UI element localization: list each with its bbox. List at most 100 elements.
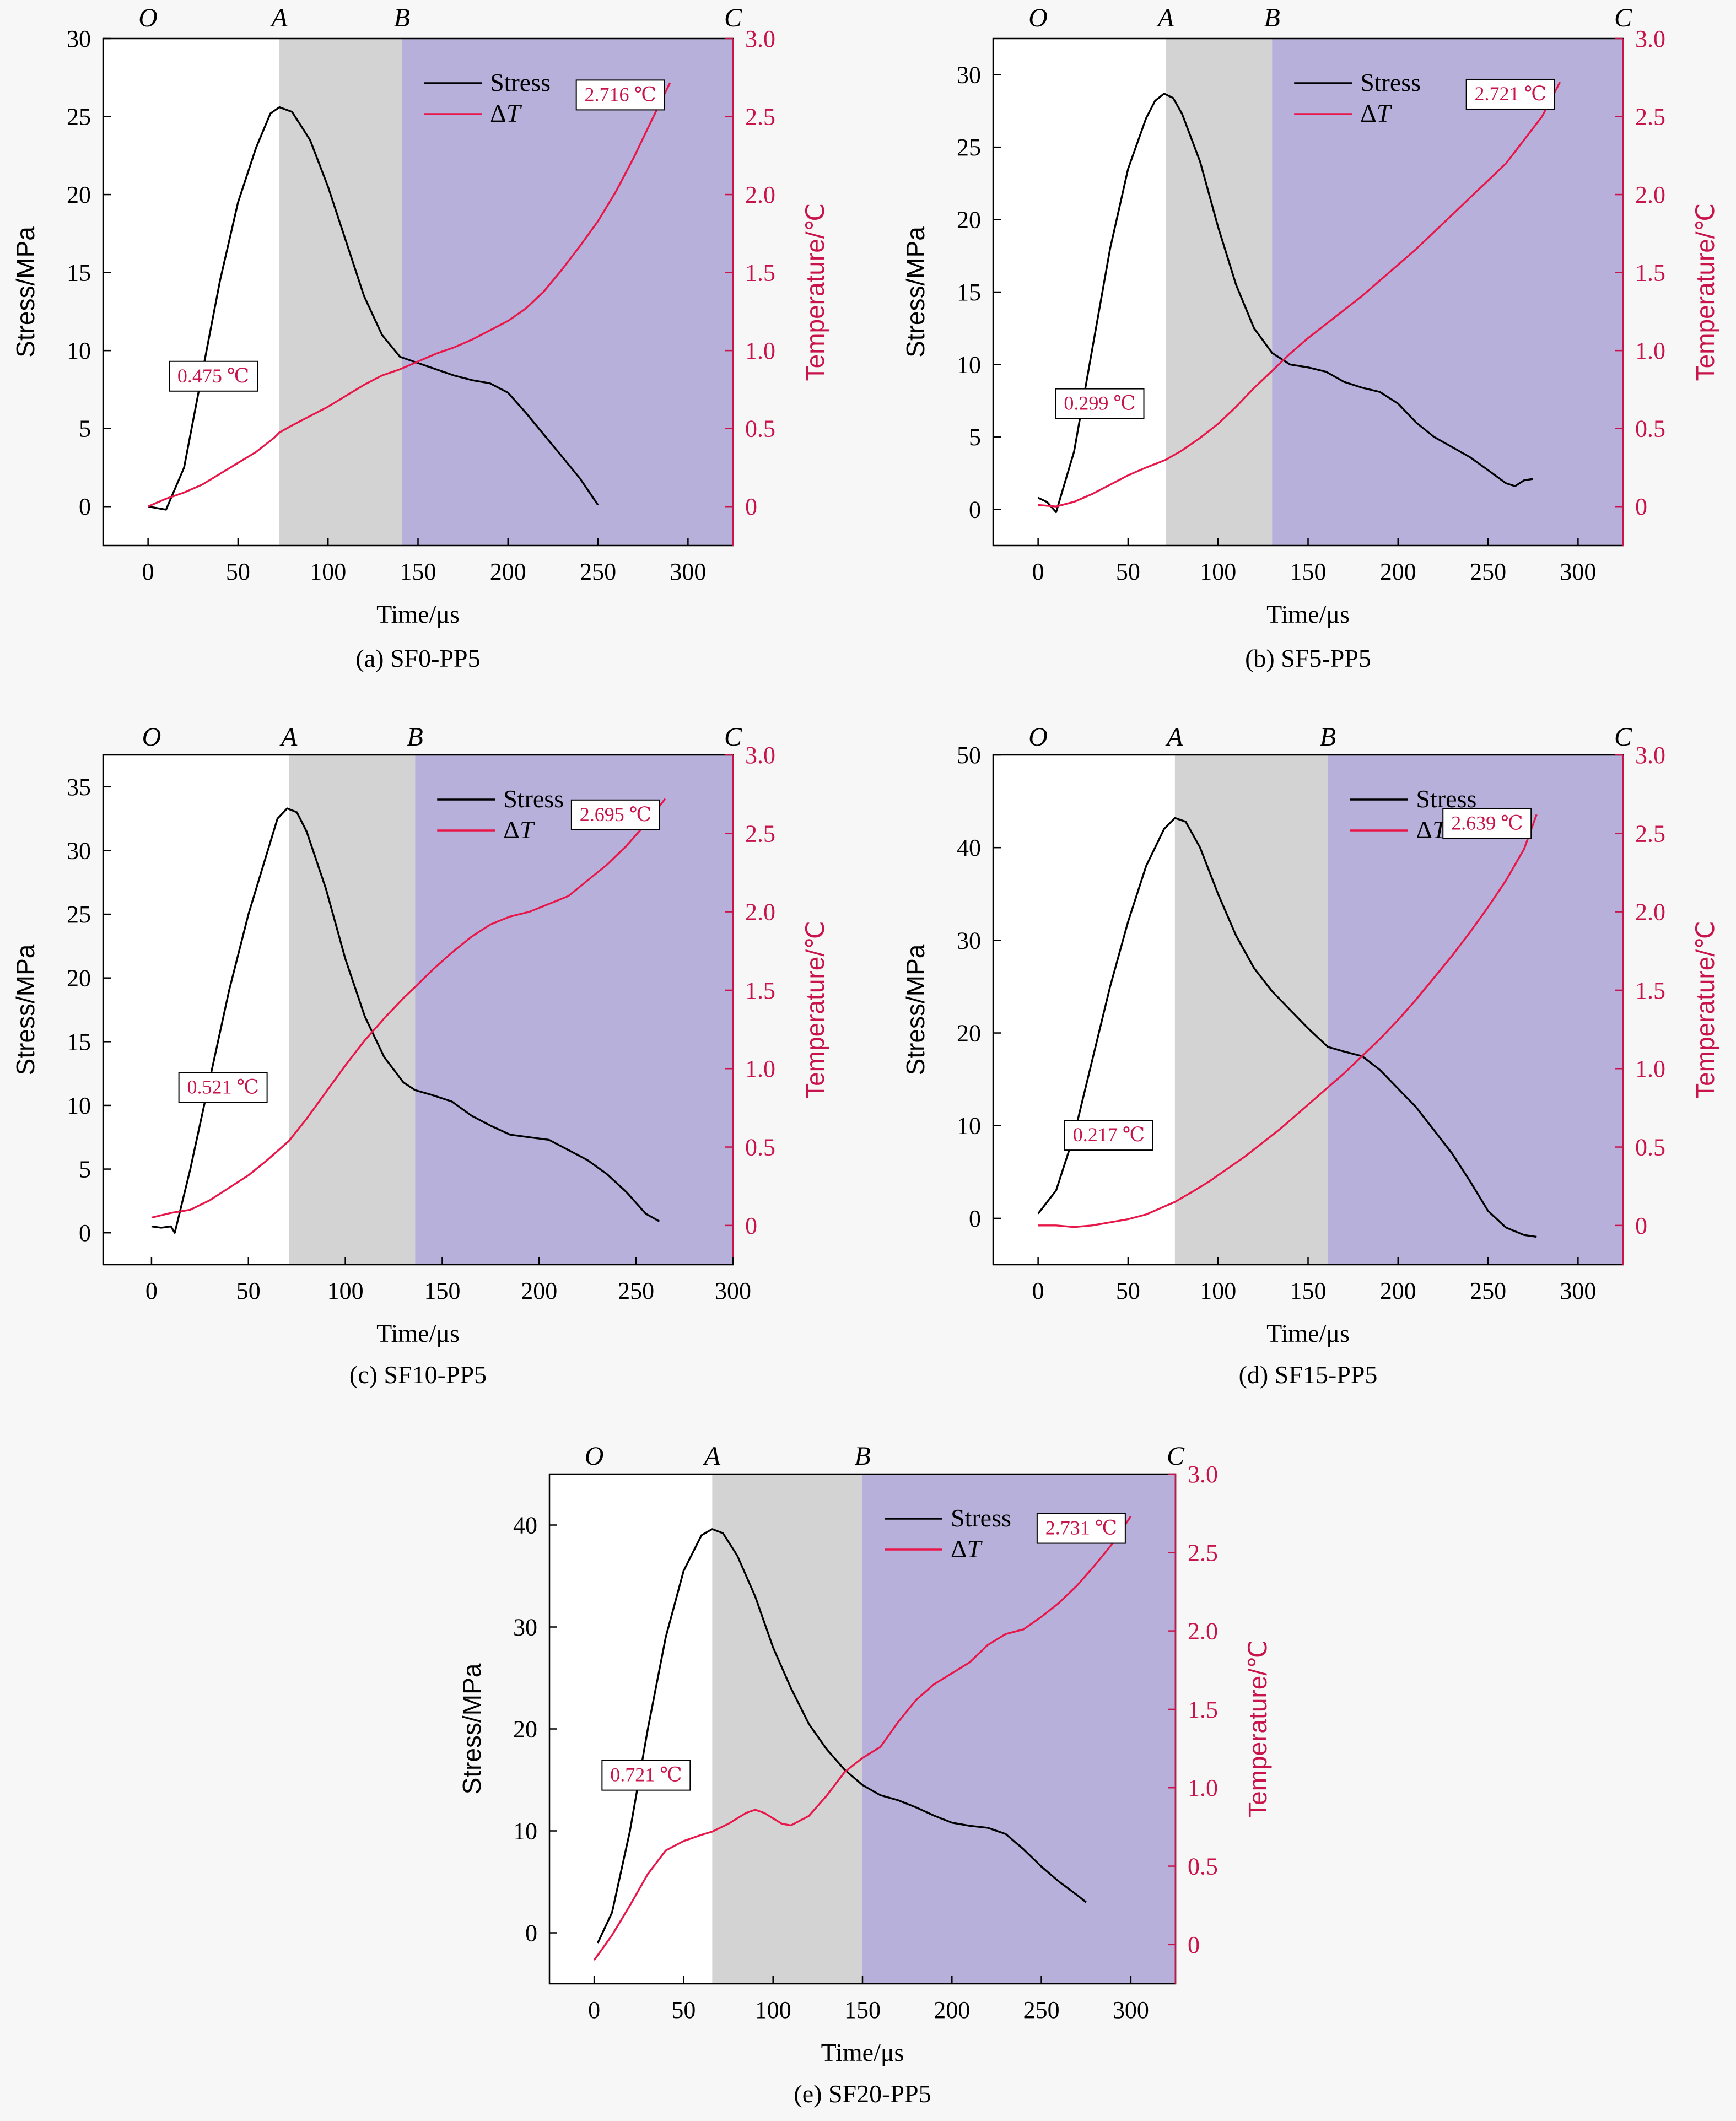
annotation-label: 0.521 ℃ (187, 1076, 258, 1098)
y-tick-label: 30 (67, 25, 91, 52)
y-tick-label: 30 (957, 62, 981, 89)
annotation-label: 2.716 ℃ (585, 83, 656, 105)
y2-tick-label: 2.0 (1635, 181, 1665, 208)
y2-tick-label: 2.5 (745, 820, 775, 847)
series-line-delta-t (151, 798, 666, 1219)
y2-axis-label: Temperature/℃ (801, 203, 829, 381)
y2-tick-label: 1.0 (1635, 1055, 1665, 1082)
y-tick-label: 5 (79, 1156, 91, 1183)
annotation-label: 2.695 ℃ (580, 803, 651, 825)
y2-tick-label: 0.5 (1635, 415, 1665, 442)
y-axis-label: Stress/MPa (457, 1663, 486, 1794)
x-axis-label: Time/μs (821, 2038, 904, 2066)
x-tick-label: 200 (490, 558, 526, 585)
x-axis-label: Time/μs (376, 1319, 460, 1347)
y-tick-label: 5 (79, 415, 91, 442)
x-tick-label: 100 (1200, 1277, 1236, 1304)
y2-tick-label: 0.5 (1635, 1134, 1665, 1161)
panel-caption: (e) SF20-PP5 (794, 2080, 931, 2108)
x-tick-label: 250 (1470, 558, 1506, 585)
x-tick-label: 100 (327, 1277, 364, 1304)
stage-label-o: O (138, 3, 158, 33)
y-tick-label: 10 (957, 351, 981, 378)
y2-tick-label: 0 (1635, 1212, 1647, 1239)
stage-label-a: A (1165, 722, 1183, 752)
y-tick-label: 15 (957, 279, 981, 306)
y2-tick-label: 1.5 (1635, 977, 1665, 1004)
legend-label-stress: Stress (1360, 68, 1421, 96)
y-tick-label: 10 (513, 1818, 537, 1845)
region-AB (279, 39, 402, 546)
panel-caption: (d) SF15-PP5 (1239, 1361, 1378, 1389)
stage-label-b: B (393, 3, 409, 33)
y-tick-label: 10 (67, 337, 91, 364)
stage-label-o: O (585, 1442, 604, 1471)
x-axis-label: Time/μs (1266, 1319, 1350, 1347)
stage-label-b: B (854, 1442, 870, 1471)
region-BC (402, 39, 733, 546)
annotation-box (601, 1760, 691, 1791)
series-line-stress (597, 1528, 1087, 1944)
x-tick-label: 300 (1560, 558, 1596, 585)
y2-tick-label: 0.5 (745, 1134, 775, 1161)
y-tick-label: 20 (67, 965, 91, 992)
x-tick-label: 0 (145, 1277, 158, 1304)
y-tick-label: 40 (513, 1512, 537, 1539)
annotation-box (1064, 1120, 1153, 1151)
x-axis-label: Time/μs (1266, 600, 1350, 628)
y-tick-label: 20 (513, 1716, 537, 1743)
annotation-label: 0.299 ℃ (1064, 392, 1135, 414)
y-tick-label: 10 (957, 1113, 981, 1140)
y2-tick-label: 3.0 (745, 742, 775, 769)
y-tick-label: 20 (957, 1020, 981, 1047)
y2-tick-label: 1.5 (1188, 1696, 1218, 1723)
region-BC (415, 755, 733, 1265)
y2-tick-label: 2.5 (745, 104, 775, 131)
legend-label-delta-t: ΔT (503, 816, 536, 844)
y-tick-label: 15 (67, 260, 91, 287)
y2-tick-label: 2.5 (1635, 104, 1665, 131)
x-tick-label: 0 (1032, 1277, 1044, 1304)
region-BC (862, 1474, 1176, 1984)
y2-tick-label: 0 (1188, 1931, 1200, 1958)
panel-caption: (c) SF10-PP5 (349, 1361, 487, 1389)
y2-tick-label: 2.0 (1188, 1618, 1218, 1645)
x-tick-label: 200 (1380, 1277, 1416, 1304)
series-line-stress (148, 106, 599, 511)
y-tick-label: 5 (969, 424, 981, 451)
stage-label-a: A (269, 3, 288, 33)
x-tick-label: 100 (755, 1996, 791, 2023)
x-tick-label: 300 (1113, 1996, 1149, 2023)
annotation-box (169, 360, 258, 392)
x-tick-label: 50 (671, 1996, 696, 2023)
stage-label-o: O (1028, 722, 1048, 752)
x-tick-label: 150 (1290, 1277, 1327, 1304)
x-tick-label: 50 (236, 1277, 261, 1304)
region-AB (1166, 39, 1273, 546)
annotation-label: 2.639 ℃ (1451, 812, 1523, 834)
y2-tick-label: 2.0 (745, 181, 775, 208)
y-tick-label: 0 (969, 496, 981, 523)
x-tick-label: 0 (142, 558, 154, 585)
stage-label-o: O (1028, 3, 1048, 33)
y2-tick-label: 3.0 (745, 25, 775, 52)
legend-label-stress: Stress (951, 1504, 1011, 1532)
annotation-box (575, 79, 665, 111)
stage-label-c: C (1167, 1442, 1185, 1471)
region-AB (1174, 755, 1328, 1265)
x-tick-label: 50 (226, 558, 250, 585)
y2-tick-label: 3.0 (1635, 25, 1665, 52)
annotation-label: 0.217 ℃ (1073, 1124, 1145, 1146)
y2-tick-label: 3.0 (1635, 742, 1665, 769)
x-tick-label: 50 (1116, 1277, 1140, 1304)
annotation-box (570, 799, 660, 830)
annotation-box (178, 1072, 268, 1103)
y2-tick-label: 0 (1635, 493, 1647, 520)
stage-label-a: A (1156, 3, 1174, 33)
x-tick-label: 150 (844, 1996, 881, 2023)
x-tick-label: 150 (1290, 558, 1327, 585)
stage-label-a: A (703, 1442, 721, 1471)
legend-label-stress: Stress (490, 68, 551, 96)
y-axis-label: Stress/MPa (901, 944, 930, 1075)
